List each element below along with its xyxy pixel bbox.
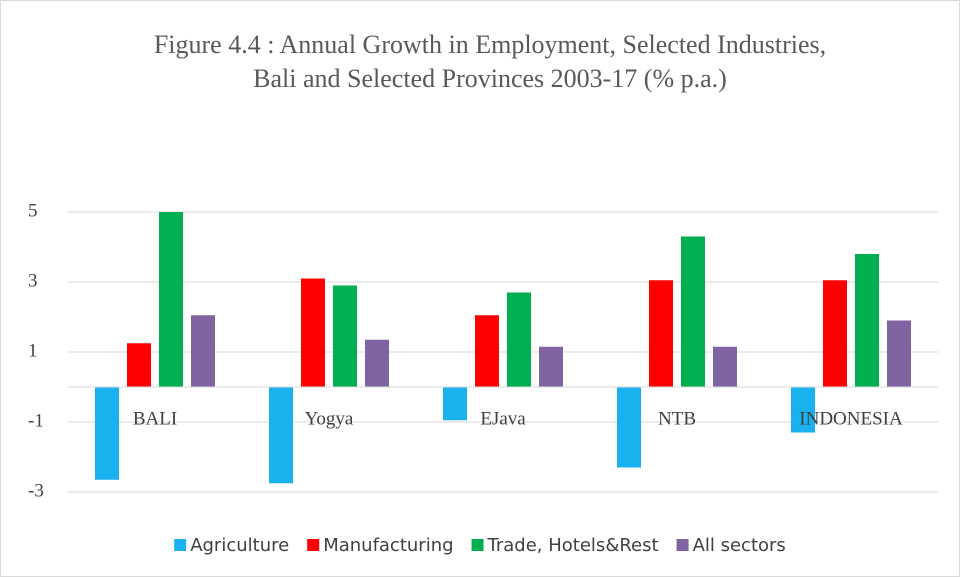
chart-title: Figure 4.4 : Annual Growth in Employment… <box>153 30 827 93</box>
legend-swatch <box>174 539 187 551</box>
x-tick-label: BALI <box>133 408 177 429</box>
bar <box>617 387 641 468</box>
bar <box>823 280 847 387</box>
bar <box>333 285 357 387</box>
legend-swatch <box>676 539 689 551</box>
legend-label: Manufacturing <box>323 535 453 556</box>
y-tick-label: -1 <box>28 410 44 431</box>
legend-swatch <box>471 539 484 551</box>
y-tick-label: 1 <box>28 340 38 361</box>
legend-label: Agriculture <box>190 535 289 556</box>
y-tick-label: 5 <box>28 200 38 221</box>
x-tick-label: Yogya <box>305 408 354 429</box>
legend-label: Trade, Hotels&Rest <box>487 535 659 556</box>
bar <box>269 387 293 484</box>
bar <box>855 254 879 387</box>
x-tick-label: NTB <box>658 408 696 429</box>
bar <box>301 278 325 387</box>
x-tick-label: EJava <box>480 408 526 429</box>
bar <box>887 320 911 387</box>
y-tick-label: 3 <box>28 270 38 291</box>
bar <box>791 387 815 433</box>
bar <box>507 292 531 387</box>
bar <box>95 387 119 480</box>
bar <box>191 315 215 387</box>
bar <box>443 387 467 421</box>
bar <box>127 343 151 387</box>
bar <box>649 280 673 387</box>
legend-label: All sectors <box>693 535 786 556</box>
legend-swatch <box>307 539 320 551</box>
x-tick-label: INDONESIA <box>799 408 903 429</box>
bar <box>539 346 563 387</box>
bar <box>475 315 499 387</box>
bar <box>681 236 705 387</box>
bar <box>713 346 737 387</box>
bar <box>365 339 389 387</box>
legend: Agriculture Manufacturing Trade, Hotels&Re… <box>174 535 786 556</box>
y-tick-label: -3 <box>28 480 44 501</box>
bar <box>159 212 183 387</box>
